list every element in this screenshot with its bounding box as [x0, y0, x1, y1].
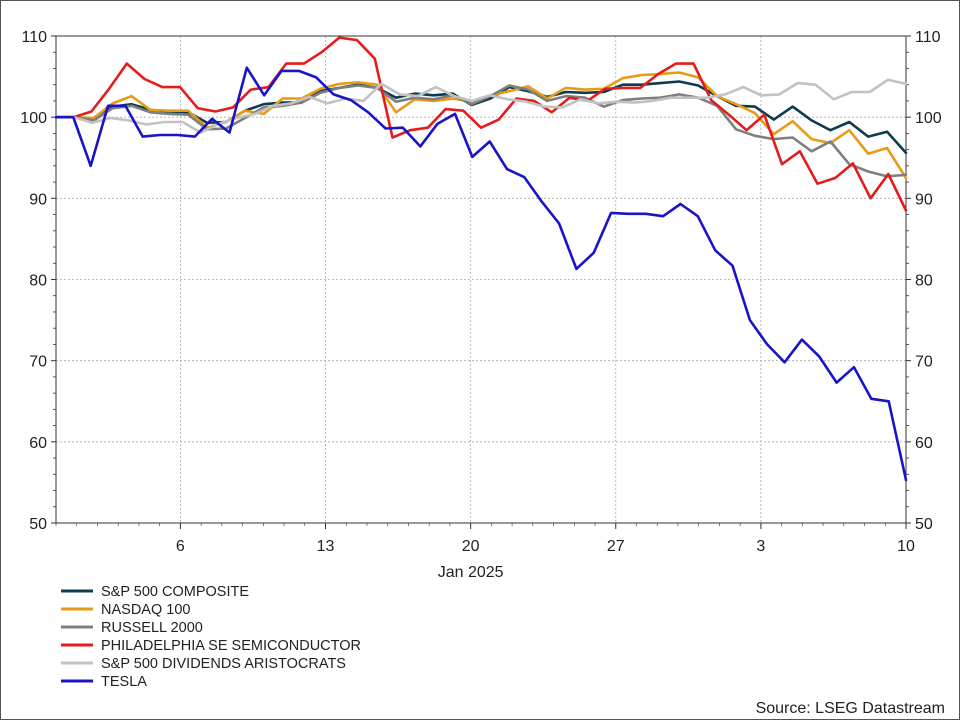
legend-label-4: PHILADELPHIA SE SEMICONDUCTOR [101, 638, 361, 654]
y-tick-label: 50 [29, 516, 47, 533]
x-tick-label: 10 [897, 538, 915, 555]
y-tick-label: 60 [29, 435, 47, 452]
series-lines [54, 36, 908, 482]
x-tick-label: 13 [317, 538, 335, 555]
y-tick-label-right: 90 [915, 191, 933, 208]
y-tick-label: 100 [20, 110, 47, 127]
series-line-4 [54, 36, 908, 212]
series-line-6 [54, 66, 908, 482]
y-tick-label-right: 50 [915, 516, 933, 533]
legend-label-2: NASDAQ 100 [101, 602, 190, 618]
axes: 50 50 60 60 70 70 80 80 90 90 100 100 110 110 6 13 20 27 3… [20, 29, 942, 581]
x-tick-label: 20 [462, 538, 480, 555]
legend: S&P 500 COMPOSITE NASDAQ 100 RUSSELL 2000 P… [61, 584, 361, 690]
x-tick-label: 27 [607, 538, 625, 555]
y-tick-label: 110 [21, 29, 47, 46]
series-line-3 [54, 84, 908, 178]
y-tick-label-right: 60 [915, 435, 933, 452]
x-tick-label: 3 [756, 538, 765, 555]
x-month-label: Jan 2025 [438, 564, 504, 581]
y-tick-label: 70 [29, 354, 47, 371]
source-label: Source: LSEG Datastream [756, 700, 945, 717]
legend-label-1: S&P 500 COMPOSITE [101, 584, 249, 600]
legend-label-5: S&P 500 DIVIDENDS ARISTOCRATS [101, 656, 346, 672]
y-tick-label-right: 70 [915, 354, 933, 371]
y-tick-label: 80 [29, 273, 47, 290]
series-line-5 [54, 78, 908, 134]
y-tick-label-right: 100 [915, 110, 942, 127]
y-tick-label-right: 110 [915, 29, 941, 46]
y-tick-label: 90 [29, 191, 47, 208]
y-tick-label-right: 80 [915, 273, 933, 290]
legend-label-6: TESLA [101, 674, 147, 690]
series-line-2 [54, 71, 908, 180]
legend-label-3: RUSSELL 2000 [101, 620, 203, 636]
x-tick-label: 6 [176, 538, 185, 555]
